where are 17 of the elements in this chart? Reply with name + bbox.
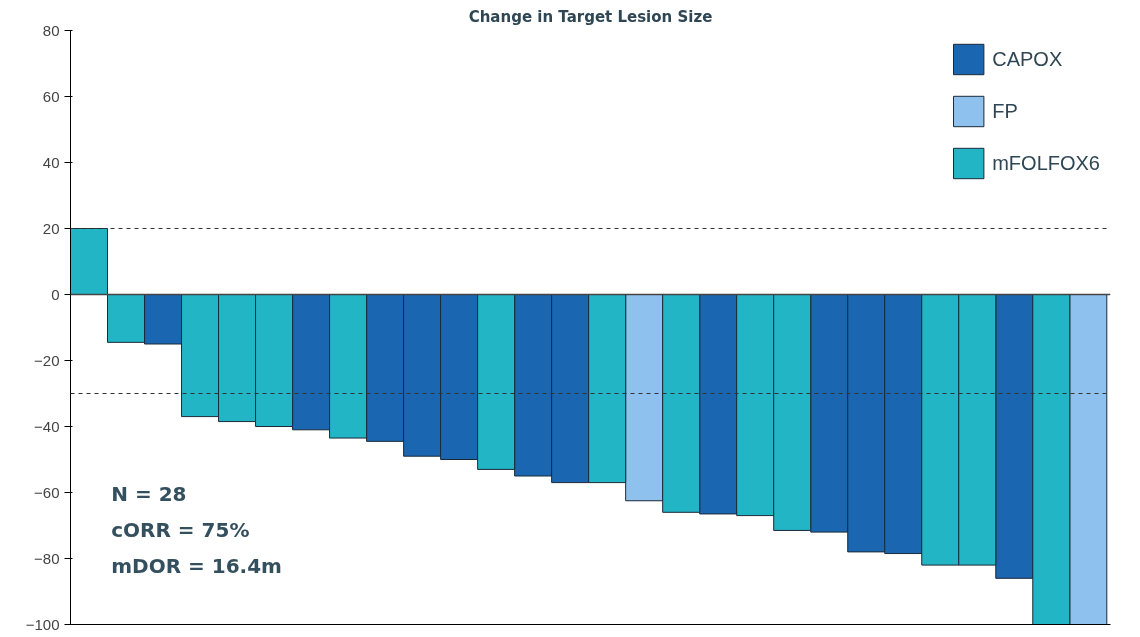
y-tick-label: −100 — [25, 615, 60, 633]
annotation: N = 28 — [111, 481, 187, 506]
y-tick-label: −20 — [34, 351, 60, 369]
y-tick-label: 20 — [42, 219, 60, 237]
annotation: mDOR = 16.4m — [111, 554, 282, 579]
chart-title: Change in Target Lesion Size — [468, 7, 713, 26]
y-tick-label: 40 — [42, 153, 60, 171]
legend-label: CAPOX — [992, 47, 1063, 71]
legend-label: mFOLFOX6 — [992, 151, 1100, 175]
annotation: cORR = 75% — [111, 518, 250, 542]
legend-label: FP — [992, 99, 1018, 123]
y-tick-label: 60 — [42, 87, 60, 105]
y-tick-label: −80 — [34, 549, 60, 567]
y-tick-label: −60 — [34, 483, 60, 501]
y-tick-label: 0 — [51, 285, 60, 303]
y-tick-label: −40 — [34, 417, 60, 435]
y-tick-label: 80 — [42, 21, 60, 39]
